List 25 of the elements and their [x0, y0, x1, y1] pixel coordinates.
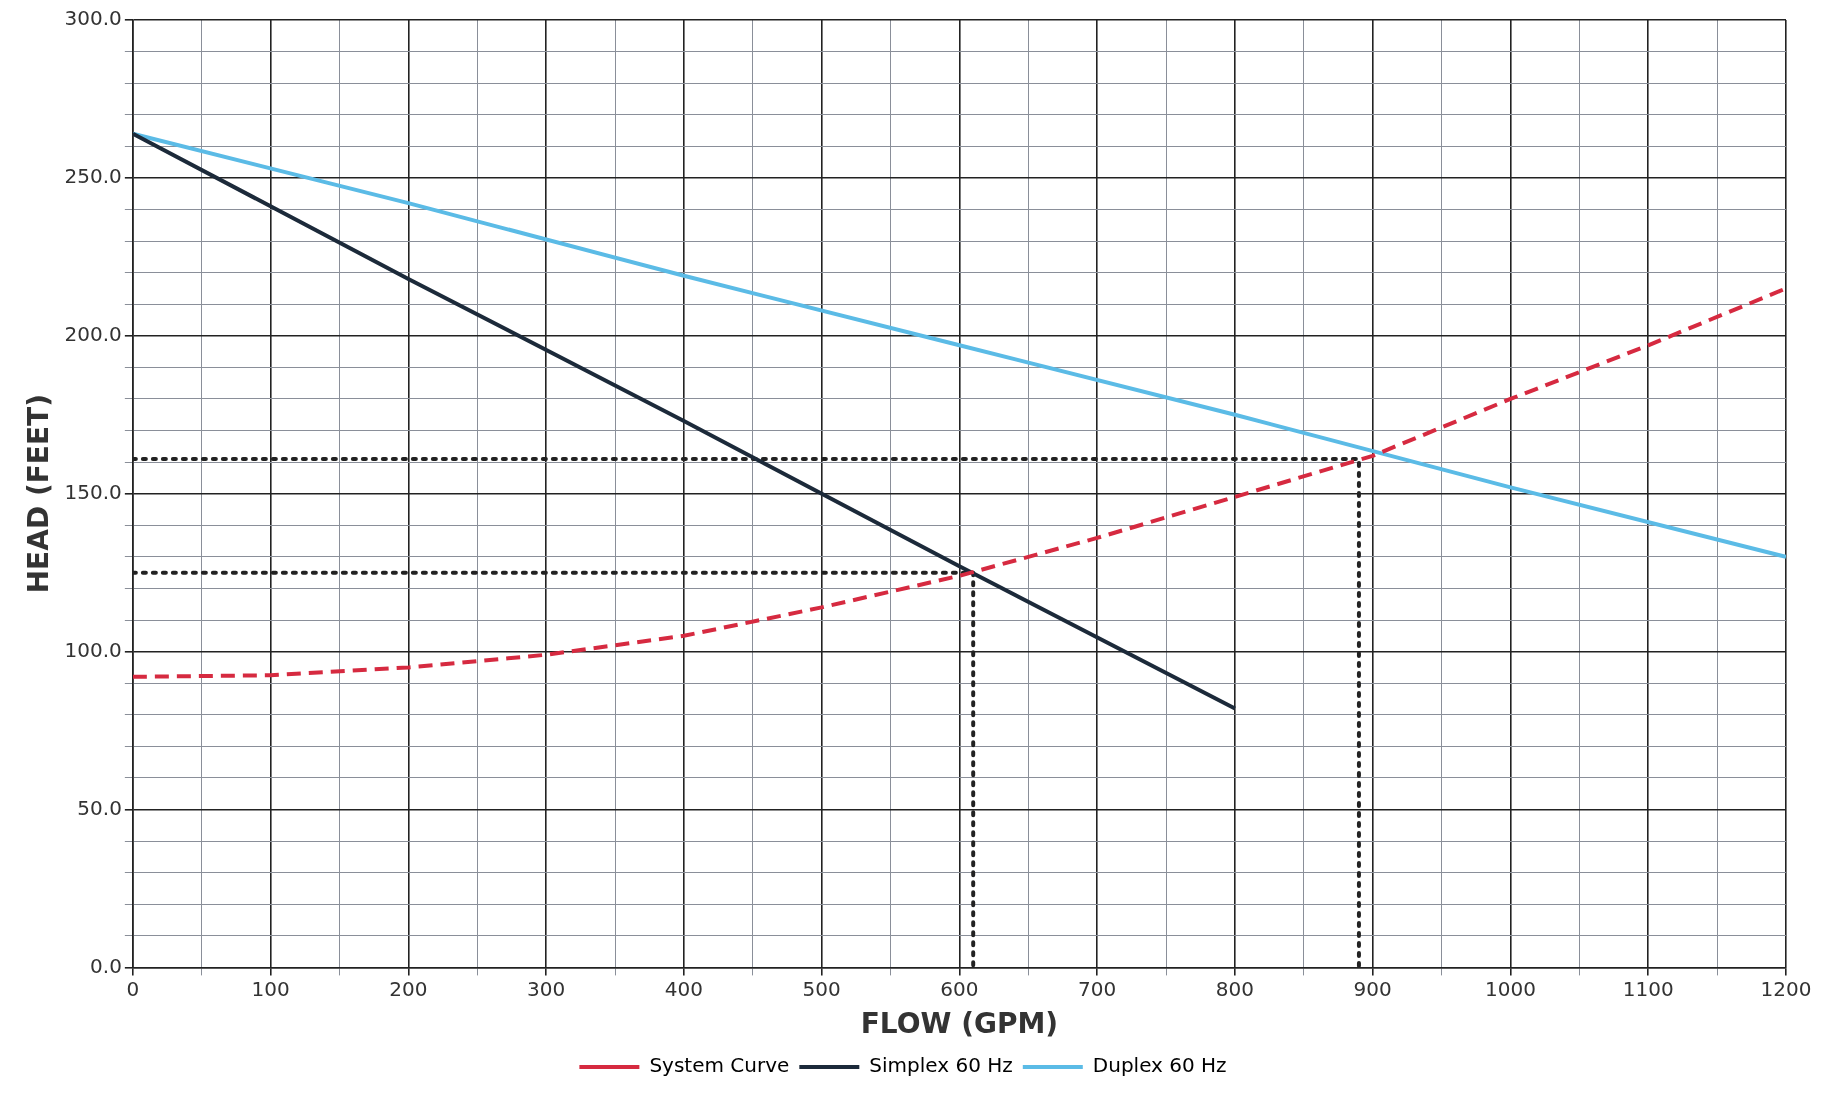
x-tick-label: 700	[1078, 976, 1117, 1001]
x-tick-label: 1200	[1760, 976, 1812, 1001]
x-tick-label: 400	[664, 976, 703, 1001]
x-tick-label: 1100	[1622, 976, 1674, 1001]
x-tick-label: 800	[1215, 976, 1255, 1001]
x-tick-label: 0	[126, 976, 140, 1001]
x-tick-label: 1000	[1485, 976, 1536, 1001]
x-tick-label: 200	[389, 976, 428, 1001]
legend-label: Duplex 60 Hz	[1092, 1053, 1227, 1078]
y-tick-label: 250.0	[64, 164, 122, 189]
x-tick-label: 300	[527, 976, 566, 1001]
y-tick-label: 0.0	[90, 953, 122, 978]
x-tick-label: 600	[940, 976, 979, 1001]
x-tick-label: 900	[1353, 976, 1392, 1001]
y-tick-label: 100.0	[64, 637, 122, 662]
y-tick-label: 150.0	[64, 479, 122, 504]
y-axis-title: HEAD (FEET)	[22, 394, 56, 594]
y-tick-label: 50.0	[77, 795, 122, 820]
x-tick-label: 500	[802, 976, 841, 1001]
x-tick-label: 100	[251, 976, 290, 1001]
legend-label: System Curve	[649, 1053, 790, 1078]
legend-label: Simplex 60 Hz	[869, 1053, 1013, 1078]
y-tick-label: 200.0	[64, 322, 122, 346]
y-tick-label: 300.0	[64, 6, 122, 31]
x-axis-title: FLOW (GPM)	[860, 1007, 1059, 1041]
